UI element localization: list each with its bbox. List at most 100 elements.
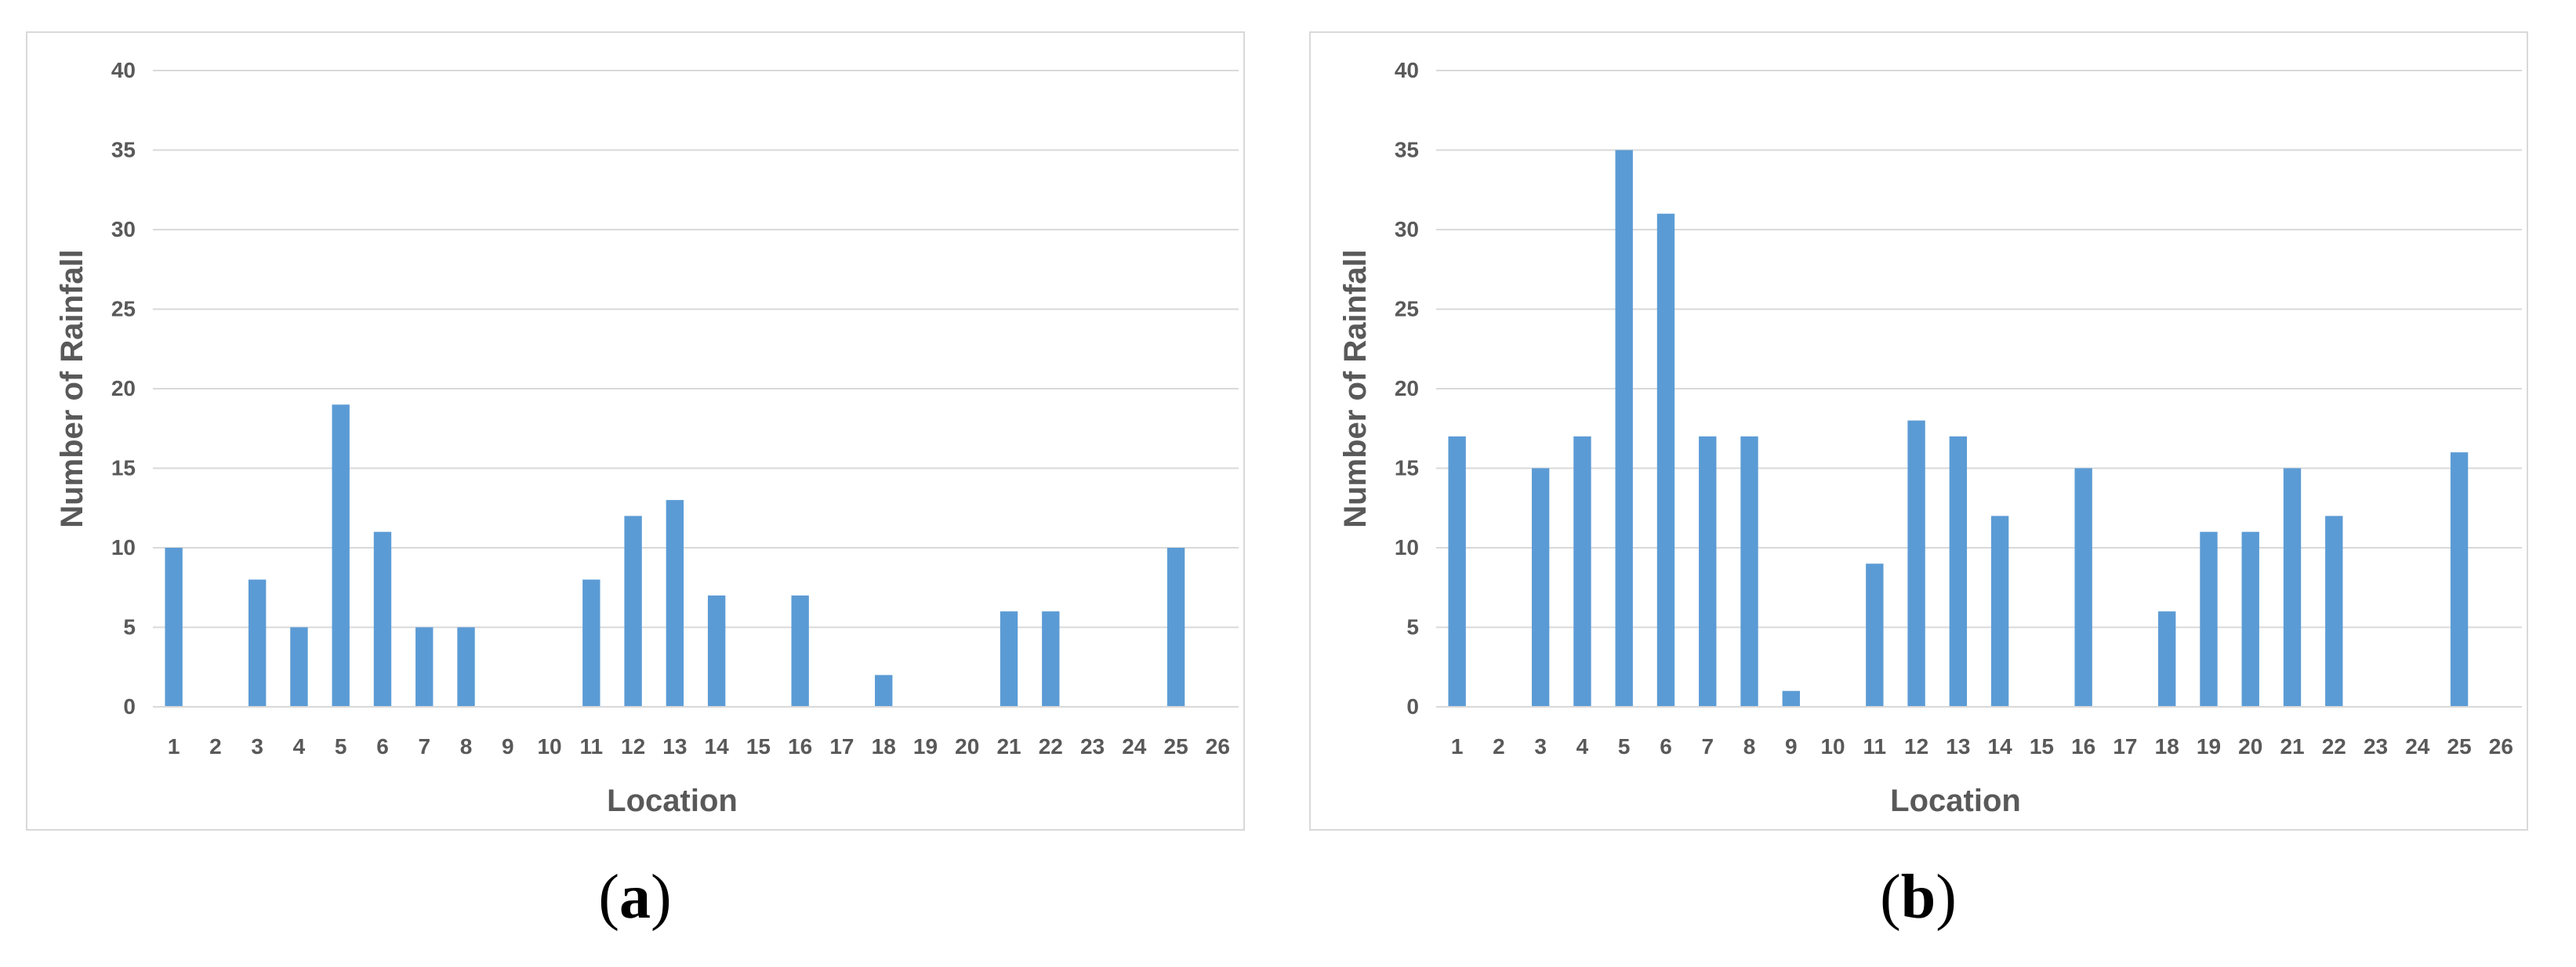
x-tick-label: 9 [1785,734,1798,759]
bar-location-7 [1699,436,1717,707]
x-tick-label: 1 [1451,734,1464,759]
bar-location-22 [2325,516,2343,707]
y-tick-label: 5 [123,615,136,639]
bar-location-14 [1990,516,2009,707]
bar-location-11 [1866,563,1884,707]
bar-location-6 [373,531,392,707]
bar-location-12 [1907,420,1925,707]
bar-location-13 [666,500,684,707]
x-tick-label: 12 [1904,734,1928,759]
y-tick-label: 5 [1406,615,1419,639]
chart-panel-b: 0 5 10 15 20 25 30 35 40 1 2 3 4 5 6 7 8 9 10 11 12 13 14 15 16 1… [1309,31,2528,831]
y-tick-label: 20 [111,376,136,400]
caption-a-letter: a [619,863,651,932]
bar-location-25 [2450,452,2469,707]
x-tick-label: 10 [1820,734,1845,759]
y-tick-label: 15 [111,456,136,480]
x-tick-label: 26 [2489,734,2513,759]
bar-location-18 [2158,611,2176,707]
x-tick-label: 23 [2364,734,2388,759]
bar-location-3 [248,579,267,707]
x-tick-label: 16 [2071,734,2095,759]
y-tick-label: 35 [111,138,136,162]
x-tick-label: 11 [1863,734,1887,759]
x-tick-label: 21 [2280,734,2304,759]
bar-location-5 [332,404,350,707]
y-tick-label: 10 [111,535,136,560]
y-axis-title: Number of Rainfall [55,249,89,528]
x-tick-label: 2 [1493,734,1505,759]
caption-b: (b) [1801,862,2036,933]
x-tick-label: 4 [1576,734,1589,759]
x-tick-label: 7 [418,734,430,759]
x-tick-label: 3 [251,734,263,759]
bar-location-12 [624,516,642,707]
caption-b-letter: b [1900,863,1936,932]
bar-location-3 [1531,468,1550,707]
x-tick-label: 24 [2405,734,2430,759]
x-tick-label: 25 [1164,734,1188,759]
x-tick-label: 23 [1080,734,1105,759]
y-tick-label: 30 [111,217,136,241]
x-tick-label: 4 [293,734,306,759]
bar-location-13 [1949,436,1968,707]
x-tick-label: 5 [335,734,347,759]
x-tick-label: 13 [1946,734,1970,759]
x-tick-label: 14 [1988,734,2013,759]
x-tick-label: 19 [2197,734,2221,759]
bar-location-16 [791,595,809,707]
x-tick-label: 16 [788,734,812,759]
x-tick-label: 11 [580,734,604,759]
x-tick-label: 9 [502,734,514,759]
y-tick-label: 0 [123,694,136,719]
x-tick-label: 10 [537,734,561,759]
bar-location-1 [165,548,183,707]
caption-b-close: ) [1936,863,1957,932]
x-tick-label: 20 [955,734,979,759]
x-tick-label: 19 [913,734,938,759]
x-tick-label: 14 [705,734,730,759]
bar-location-21 [2283,468,2302,707]
y-tick-label: 0 [1406,694,1419,719]
bar-location-8 [457,627,475,707]
y-axis-title: Number of Rainfall [1338,249,1373,528]
bar-location-25 [1166,548,1185,707]
x-tick-label: 8 [460,734,473,759]
y-tick-label: 10 [1395,535,1419,560]
x-tick-label: 8 [1743,734,1756,759]
x-tick-label: 12 [621,734,645,759]
caption-a: (a) [517,862,753,933]
caption-a-close: ) [651,863,672,932]
chart-panel-a: 0 5 10 15 20 25 30 35 40 1 2 3 4 5 6 7 8 9 10 11 12 13 14 15 16 1… [26,31,1245,831]
bar-location-22 [1042,611,1060,707]
y-tick-label: 40 [111,58,136,82]
bar-location-21 [1000,611,1018,707]
bar-location-14 [707,595,726,707]
x-axis-title: Location [607,784,738,818]
y-tick-label: 35 [1395,138,1419,162]
y-tick-label: 40 [1395,58,1419,82]
x-tick-label: 6 [1660,734,1672,759]
x-tick-label: 1 [168,734,180,759]
x-tick-label: 7 [1701,734,1714,759]
x-tick-label: 6 [376,734,389,759]
bar-location-9 [1782,690,1800,707]
x-tick-label: 17 [829,734,854,759]
y-tick-label: 15 [1395,456,1419,480]
x-tick-label: 13 [662,734,687,759]
x-tick-label: 17 [2113,734,2137,759]
bar-location-4 [1573,436,1591,707]
x-tick-label: 26 [1206,734,1230,759]
y-tick-label: 25 [1395,297,1419,321]
bar-location-8 [1740,436,1758,707]
bar-location-5 [1615,150,1633,707]
y-tick-label: 25 [111,297,136,321]
x-tick-label: 22 [2322,734,2346,759]
caption-a-open: ( [598,863,619,932]
bar-location-1 [1448,436,1466,707]
x-tick-label: 3 [1534,734,1547,759]
x-tick-label: 15 [2030,734,2054,759]
x-tick-label: 18 [2155,734,2179,759]
